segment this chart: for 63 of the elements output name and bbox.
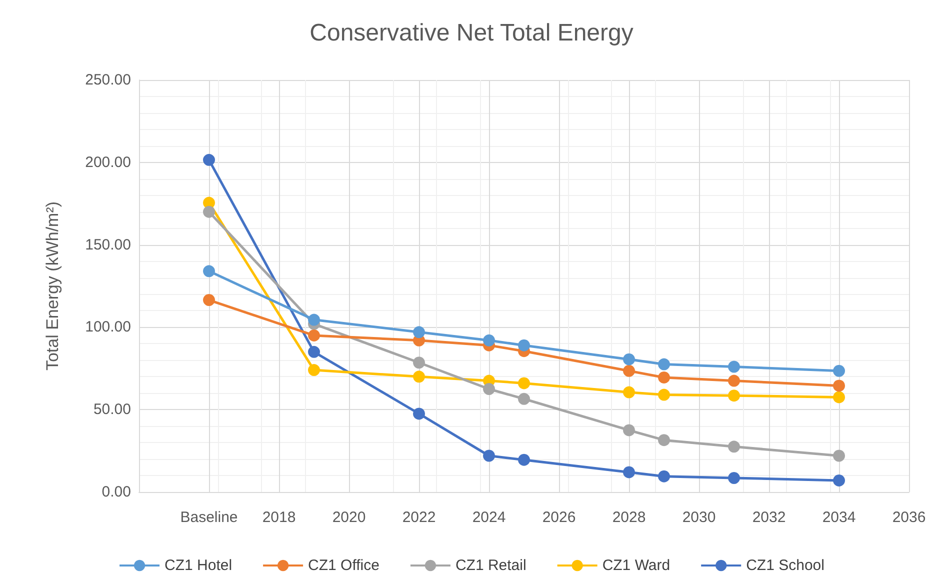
- point: [833, 364, 845, 377]
- point: [308, 346, 320, 358]
- point: [623, 364, 635, 377]
- point: [413, 370, 425, 383]
- point: [833, 474, 845, 486]
- y-tick-label: 150.00: [85, 236, 131, 254]
- point: [518, 454, 530, 466]
- x-tick-label: 2028: [612, 509, 646, 526]
- point: [728, 374, 740, 387]
- point: [203, 265, 215, 278]
- point: [658, 388, 670, 401]
- point: [483, 383, 495, 395]
- x-tick-label: 2034: [822, 509, 856, 526]
- point: [623, 386, 635, 398]
- point: [203, 206, 215, 218]
- point: [518, 392, 530, 405]
- point: [203, 154, 215, 166]
- x-tick-label: Baseline: [180, 509, 238, 526]
- point: [483, 450, 495, 462]
- point: [833, 450, 845, 462]
- point: [833, 380, 845, 392]
- x-tick-label: 2030: [682, 509, 716, 526]
- point: [658, 434, 670, 446]
- point: [623, 424, 635, 436]
- legend-label: CZ1 Retail: [455, 557, 526, 574]
- x-tick-label: 2022: [402, 509, 436, 526]
- point: [413, 356, 425, 369]
- legend-label: CZ1 School: [746, 557, 824, 574]
- point: [308, 329, 320, 342]
- y-tick-label: 100.00: [85, 318, 131, 336]
- point: [728, 472, 740, 484]
- point: [413, 326, 425, 338]
- point: [623, 466, 635, 478]
- point: [308, 314, 320, 326]
- x-tick-label: 2036: [892, 509, 926, 526]
- x-tick-label: 2018: [262, 509, 296, 526]
- x-tick-label: 2020: [332, 509, 366, 526]
- point: [728, 360, 740, 373]
- point: [658, 358, 670, 370]
- point: [483, 334, 495, 346]
- point: [203, 294, 215, 306]
- chart-title: Conservative Net Total Energy: [310, 20, 634, 46]
- legend-label: CZ1 Office: [308, 557, 380, 574]
- point: [728, 440, 740, 453]
- legend-label: CZ1 Hotel: [164, 557, 232, 574]
- y-tick-label: 200.00: [85, 154, 131, 171]
- x-tick-label: 2032: [752, 509, 786, 526]
- x-tick-label: 2024: [472, 509, 506, 526]
- point: [728, 390, 740, 402]
- point: [308, 364, 320, 376]
- x-tick-label: 2026: [542, 509, 576, 526]
- y-tick-label: 250.00: [85, 72, 131, 88]
- point: [658, 470, 670, 482]
- y-axis-title: Total Energy (kWh/m²): [43, 201, 62, 371]
- point: [658, 371, 670, 384]
- point: [413, 408, 425, 420]
- point: [518, 339, 530, 352]
- y-tick-label: 50.00: [93, 401, 131, 418]
- point: [518, 377, 530, 390]
- legend-label: CZ1 Ward: [602, 557, 670, 574]
- point: [833, 391, 845, 404]
- y-tick-label: 0.00: [102, 484, 131, 500]
- point: [623, 353, 635, 366]
